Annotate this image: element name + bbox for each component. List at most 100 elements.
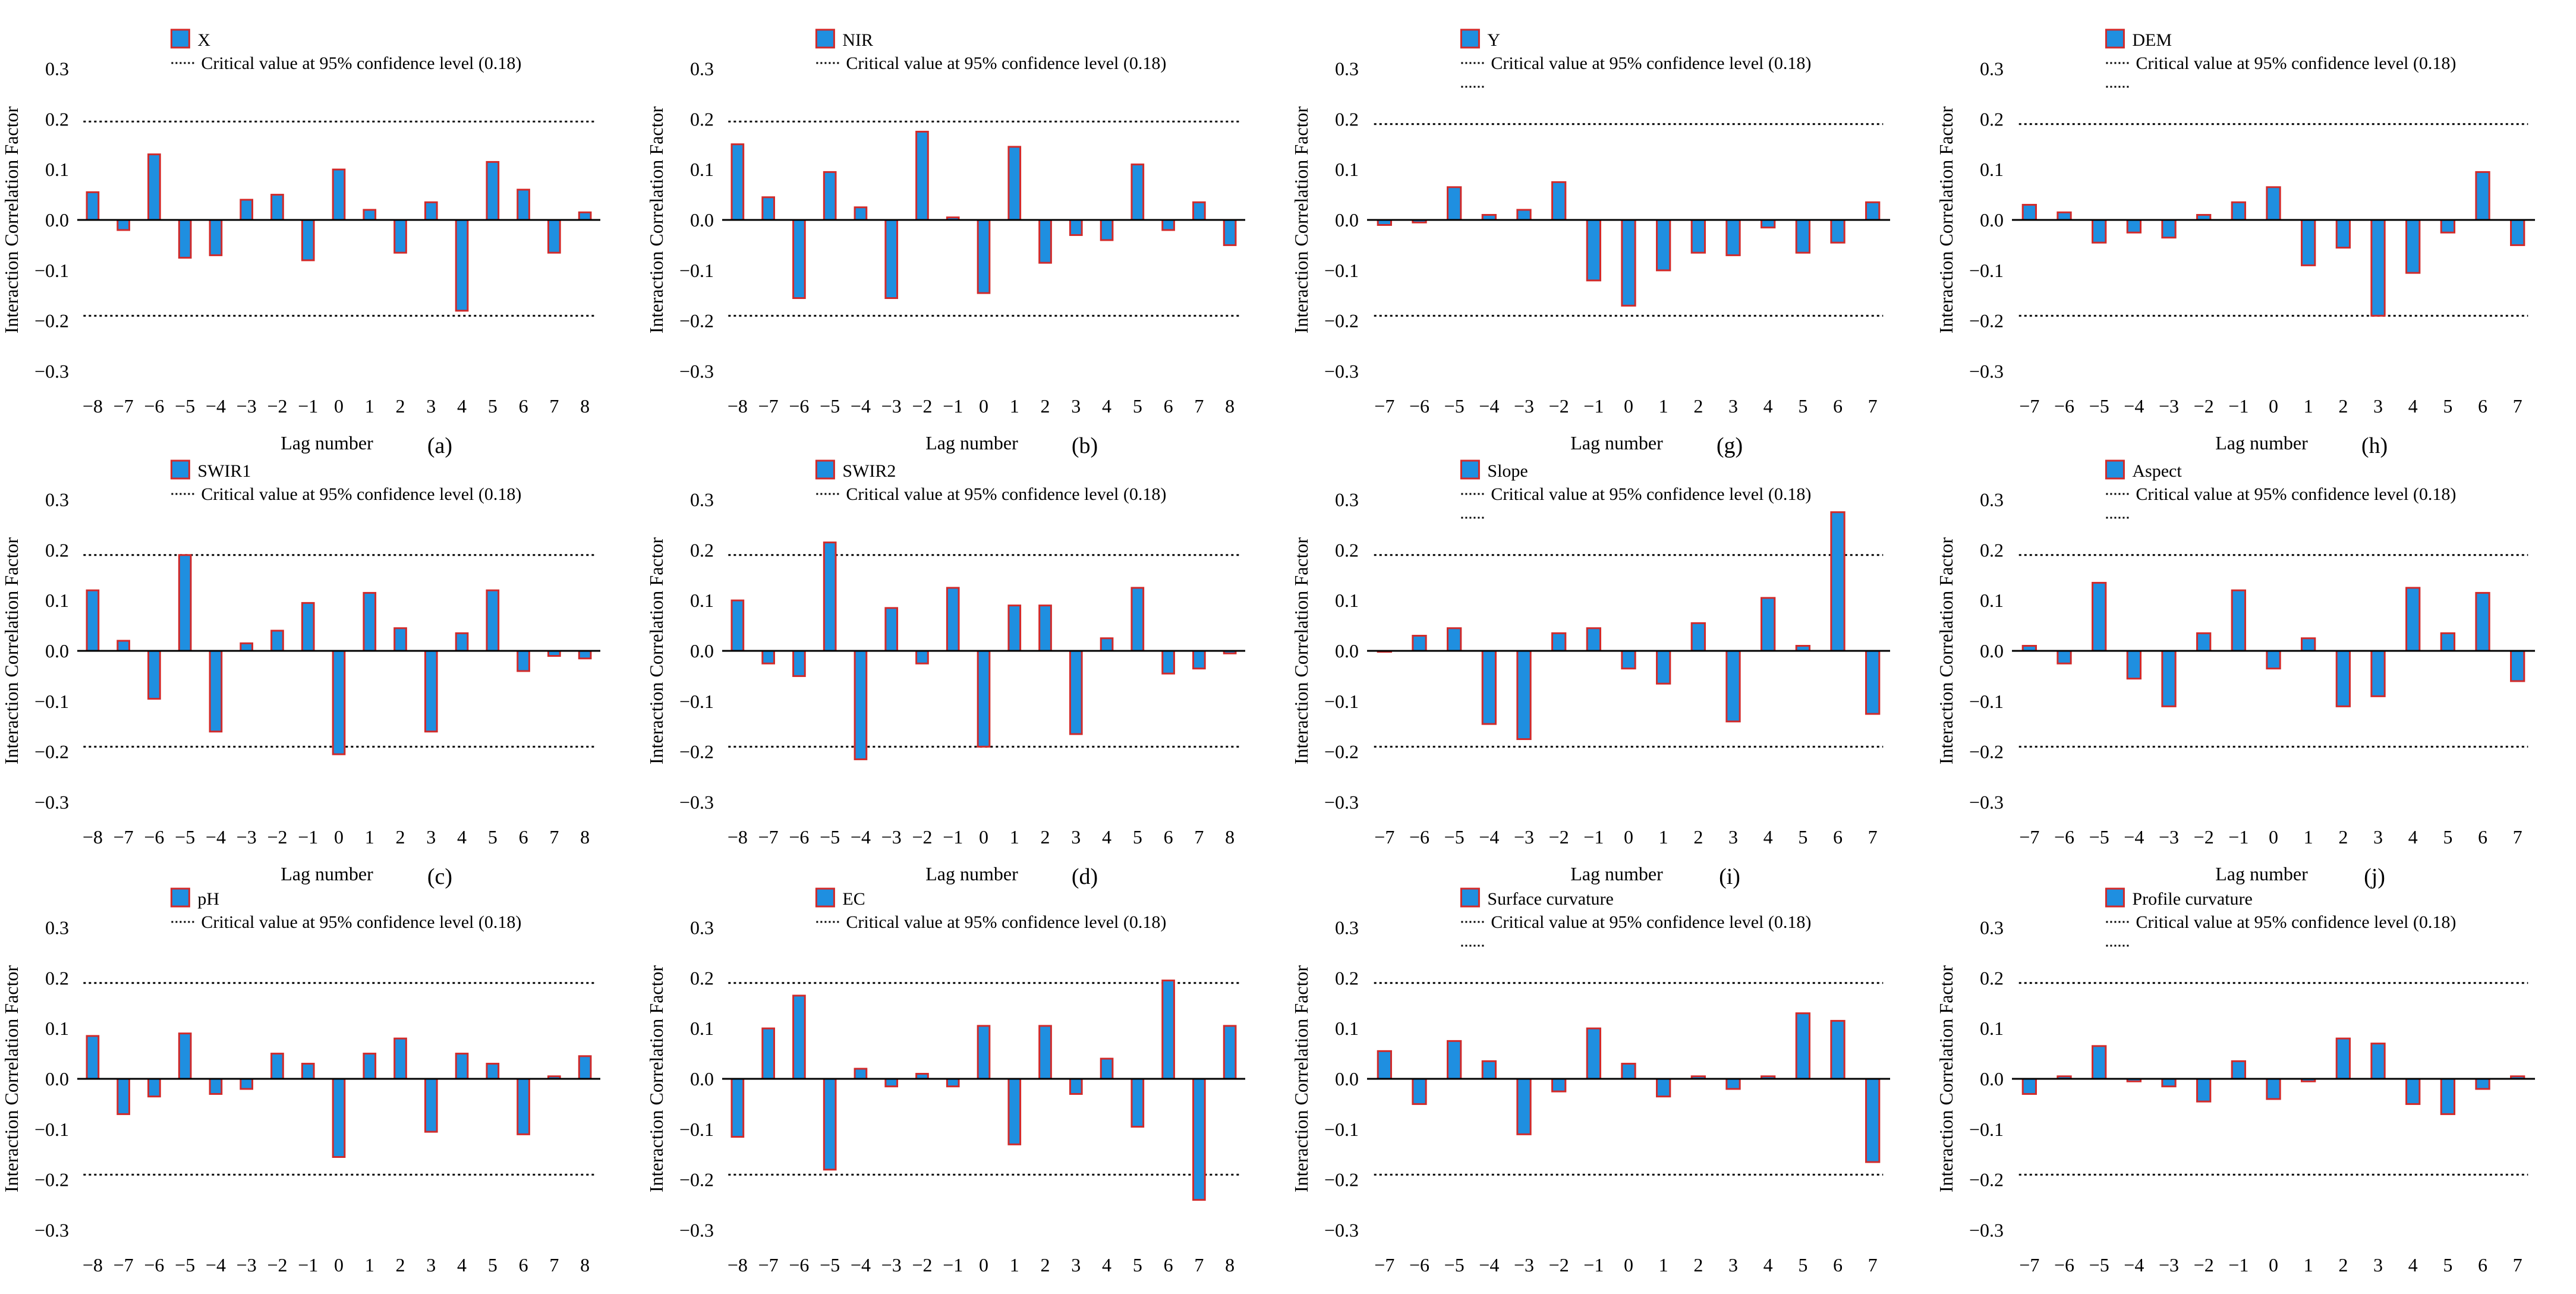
x-tick-label: −4 — [1479, 395, 1499, 417]
bar-lag-8 — [1223, 219, 1237, 246]
y-axis-title: Interaction Correlation Factor — [645, 965, 667, 1192]
y-tick-label: 0.1 — [1980, 159, 2004, 180]
y-tick-label: −0.1 — [1969, 1119, 2004, 1140]
bar-lag--6 — [147, 153, 161, 221]
y-tick-label: 0.3 — [45, 917, 69, 938]
bar-lag--3 — [1516, 1078, 1532, 1135]
y-tick-label: 0.3 — [690, 917, 714, 938]
x-tick-label: −8 — [728, 395, 748, 417]
bar-lag--3 — [884, 607, 899, 652]
y-tick-label: 0.2 — [45, 967, 69, 988]
panel-label: (f) — [1073, 1292, 1096, 1294]
bar-lag--6 — [792, 650, 806, 677]
bar-lag-1 — [1656, 219, 1671, 272]
y-tick-label: −0.2 — [1324, 741, 1359, 763]
x-tick-label: 4 — [457, 826, 467, 848]
bar-lag--7 — [116, 1078, 130, 1115]
bar-lag-2 — [393, 627, 407, 652]
y-tick-label: −0.2 — [34, 1169, 69, 1191]
x-tick-label: −1 — [943, 1254, 963, 1276]
y-tick-label: −0.3 — [679, 792, 714, 813]
y-tick-label: 0.2 — [690, 108, 714, 130]
x-tick-label: −5 — [2089, 1254, 2109, 1276]
x-tick-label: −5 — [1444, 826, 1465, 848]
x-tick-label: 4 — [1763, 395, 1773, 417]
legend-series-label: SWIR1 — [197, 461, 251, 481]
y-tick-label: −0.2 — [679, 1169, 714, 1191]
panel-c: 0.3 0.2 0.1 0.0 −0.1 −0.2 −0.3 Interaction Corr… — [1, 459, 600, 889]
panel-label: (k) — [1717, 1292, 1743, 1294]
x-tick-label: −5 — [1444, 395, 1465, 417]
panel-label: (b) — [1072, 433, 1098, 458]
y-axis-title: Interaction Correlation Factor — [1, 965, 22, 1192]
x-axis-title: Lag number — [281, 863, 373, 884]
x-tick-label: 5 — [2443, 395, 2452, 417]
bar-lag--5 — [823, 171, 837, 221]
bar-lag-5 — [2440, 632, 2455, 652]
panel-l: 0.3 0.2 0.1 0.0 −0.1 −0.2 −0.3 Interaction Corr… — [1935, 887, 2535, 1294]
x-tick-label: 7 — [2513, 395, 2523, 417]
panel-e: 0.3 0.2 0.1 0.0 −0.1 −0.2 −0.3 Interaction Corr… — [1, 887, 600, 1294]
bar-lag--3 — [1516, 209, 1532, 221]
bar-lag-3 — [424, 1078, 438, 1133]
bar-lag-1 — [1007, 146, 1022, 221]
x-tick-label: 2 — [1041, 826, 1050, 848]
y-tick-label: 0.2 — [690, 967, 714, 988]
bar-lag--7 — [2021, 204, 2037, 221]
bar-lag-4 — [2405, 1078, 2421, 1105]
x-tick-label: 4 — [457, 395, 467, 417]
bar-lag--7 — [761, 1027, 775, 1080]
bar-lag--2 — [915, 131, 929, 221]
x-tick-label: −7 — [1374, 826, 1394, 848]
x-tick-label: −7 — [758, 395, 779, 417]
x-tick-label: −2 — [267, 395, 287, 417]
x-tick-label: 6 — [1833, 395, 1843, 417]
y-tick-label: 0.1 — [1980, 590, 2004, 611]
x-axis-title: Lag number — [281, 1291, 373, 1294]
y-tick-label: −0.2 — [34, 741, 69, 763]
bar-lag-7 — [2510, 219, 2525, 246]
x-axis-title: Lag number — [1570, 863, 1663, 884]
bar-lag-4 — [2405, 219, 2421, 274]
x-tick-label: −5 — [175, 1254, 195, 1276]
legend-critical-label: Critical value at 95% confidence level (… — [2136, 53, 2456, 73]
y-tick-label: −0.2 — [1969, 741, 2004, 763]
bar-lag-7 — [2510, 650, 2525, 682]
legend-series-label: Surface curvature — [1487, 889, 1613, 909]
bar-lag-4 — [1100, 1057, 1114, 1080]
x-tick-label: −8 — [83, 395, 103, 417]
bar-lag-0 — [977, 650, 991, 748]
bar-lag-4 — [1761, 597, 1776, 652]
x-tick-label: 5 — [1798, 1254, 1807, 1276]
y-tick-label: 0.3 — [1335, 917, 1359, 938]
x-tick-label: −5 — [820, 395, 840, 417]
x-tick-label: 6 — [519, 395, 528, 417]
x-tick-label: −6 — [1409, 1254, 1429, 1276]
legend-series-label: Y — [1487, 30, 1500, 50]
bar-lag-0 — [977, 219, 991, 294]
legend-bar-swatch — [170, 459, 190, 480]
bar-lag--5 — [823, 541, 837, 652]
x-axis-title: Lag number — [2215, 1291, 2308, 1294]
y-tick-label: 0.1 — [690, 590, 714, 611]
x-tick-label: −2 — [2194, 395, 2214, 417]
y-axis-title: Interaction Correlation Factor — [645, 537, 667, 764]
y-tick-label: −0.1 — [679, 1119, 714, 1140]
legend-series-label: DEM — [2132, 30, 2172, 50]
x-tick-label: 2 — [1693, 826, 1703, 848]
bar-lag-8 — [578, 650, 592, 660]
y-tick-label: 0.3 — [45, 58, 69, 79]
bar-lag-7 — [1865, 650, 1881, 715]
y-tick-label: −0.1 — [34, 1119, 69, 1140]
x-tick-label: 2 — [1693, 395, 1703, 417]
x-tick-label: −7 — [114, 1254, 134, 1276]
x-tick-label: −4 — [2124, 395, 2144, 417]
x-tick-label: −2 — [1549, 826, 1569, 848]
y-tick-label: −0.3 — [1324, 1220, 1359, 1241]
legend-bar-swatch — [815, 459, 835, 480]
bar-lag-0 — [2266, 1078, 2281, 1100]
bar-lag--3 — [2161, 1078, 2177, 1088]
legend-series-label: pH — [197, 889, 219, 909]
x-tick-label: 1 — [1659, 826, 1668, 848]
x-tick-label: 5 — [488, 826, 497, 848]
